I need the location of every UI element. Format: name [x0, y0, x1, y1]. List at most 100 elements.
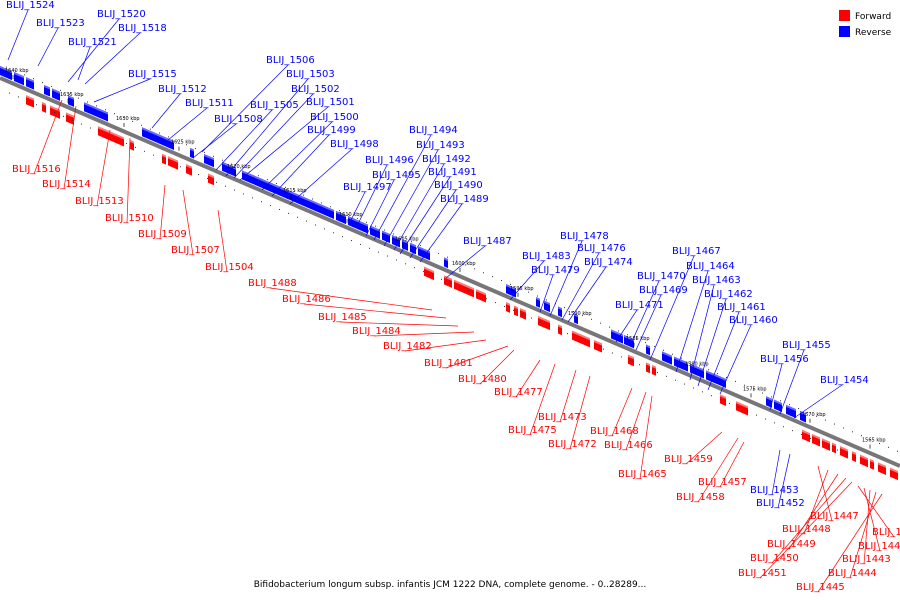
forward-gene-leader [182, 189, 194, 256]
reverse-gene-box [662, 351, 672, 365]
reverse-gene-label: BLIJ_1497 [343, 182, 392, 193]
reverse-gene-leader [689, 284, 715, 381]
forward-gene-box [572, 330, 590, 348]
kbp-tick-label: 1595 kbp [510, 286, 534, 292]
minor-tick [879, 442, 880, 444]
minor-tick [762, 392, 763, 394]
reverse-gene-box [544, 300, 550, 313]
minor-tick [501, 279, 502, 281]
reverse-gene-leader [549, 240, 583, 317]
reverse-gene-leader [201, 64, 289, 153]
reverse-gene-label: BLIJ_1499 [307, 125, 356, 136]
minor-tick [621, 356, 622, 358]
minor-tick [357, 217, 358, 219]
forward-gene-label: BLIJ_1504 [205, 262, 254, 273]
minor-tick [402, 237, 403, 239]
minor-tick [162, 158, 163, 160]
minor-tick [726, 376, 727, 378]
minor-tick [459, 286, 460, 288]
minor-tick [297, 216, 298, 218]
minor-tick [564, 307, 565, 309]
reverse-gene-box [558, 306, 562, 318]
minor-tick [693, 387, 694, 389]
reverse-gene-box [536, 297, 540, 308]
forward-gene-leader [788, 473, 839, 550]
genome-backbone [0, 76, 900, 468]
minor-tick [672, 353, 673, 355]
reverse-gene-leader [777, 453, 791, 509]
forward-gene-box [538, 315, 550, 331]
minor-tick [267, 179, 268, 181]
minor-tick [567, 333, 568, 335]
minor-tick [666, 375, 667, 377]
reverse-gene-leader [93, 78, 151, 103]
minor-tick [753, 388, 754, 390]
reverse-gene-label: BLIJ_1460 [729, 315, 778, 326]
forward-gene-label: BLIJ_1459 [664, 454, 713, 465]
minor-tick [816, 415, 817, 417]
reverse-gene-box [706, 370, 718, 385]
minor-tick [60, 89, 61, 91]
forward-gene-label: BLIJ_1466 [604, 440, 653, 451]
minor-tick [159, 132, 160, 134]
minor-tick [96, 105, 97, 107]
reverse-gene-label: BLIJ_1515 [128, 69, 177, 80]
reverse-gene-leader [167, 107, 208, 141]
minor-tick [396, 259, 397, 261]
forward-gene-box [720, 394, 726, 406]
minor-tick [141, 124, 142, 126]
reverse-gene-box [786, 404, 796, 419]
minor-tick [546, 299, 547, 301]
minor-tick [729, 402, 730, 404]
minor-tick [348, 214, 349, 216]
minor-tick [306, 220, 307, 222]
forward-gene-box [42, 102, 46, 113]
minor-tick [360, 243, 361, 245]
forward-gene-box [514, 305, 518, 317]
minor-tick [843, 427, 844, 429]
minor-tick [711, 395, 712, 397]
reverse-gene-leader [67, 18, 120, 83]
reverse-gene-label: BLIJ_1471 [615, 300, 664, 311]
minor-tick [573, 311, 574, 313]
minor-tick [744, 384, 745, 386]
reverse-gene-label: BLIJ_1469 [639, 285, 688, 296]
minor-tick [81, 123, 82, 125]
kbp-tick-label: 1585 kbp [626, 336, 650, 342]
kbp-tick-label: 1590 kbp [568, 311, 592, 317]
minor-tick [663, 349, 664, 351]
reverse-gene-box [274, 184, 288, 200]
reverse-gene-box [674, 356, 688, 372]
reverse-gene-label: BLIJ_1462 [704, 289, 753, 300]
minor-tick [78, 97, 79, 99]
forward-gene-box [802, 429, 810, 443]
minor-tick [414, 267, 415, 269]
minor-tick [321, 202, 322, 204]
minor-tick [819, 441, 820, 443]
minor-tick [117, 139, 118, 141]
forward-gene-leader [126, 137, 131, 224]
forward-gene-leader [857, 485, 895, 538]
reverse-gene-label: BLIJ_1496 [365, 155, 414, 166]
minor-tick [123, 117, 124, 119]
minor-tick [177, 140, 178, 142]
minor-tick [252, 197, 253, 199]
minor-tick [387, 255, 388, 257]
forward-gene-leader [697, 437, 739, 503]
reverse-gene-leader [393, 163, 445, 251]
forward-gene-label: BLIJ_1513 [75, 196, 124, 207]
minor-tick [99, 131, 100, 133]
minor-tick [720, 399, 721, 401]
minor-tick [861, 435, 862, 437]
forward-gene-leader [863, 489, 871, 565]
reverse-labels: BLIJ_1524 BLIJ_1523 BLIJ_1521 BLIJ_1520 BLIJ… [6, 0, 869, 509]
forward-gene-leader [159, 184, 166, 240]
minor-tick [780, 400, 781, 402]
reverse-gene-leader [239, 106, 329, 181]
reverse-gene-label: BLIJ_1478 [560, 231, 609, 242]
minor-tick [294, 190, 295, 192]
legend-reverse-swatch [839, 26, 850, 37]
minor-tick [708, 369, 709, 371]
forward-gene-leader [515, 359, 541, 398]
minor-tick [531, 317, 532, 319]
